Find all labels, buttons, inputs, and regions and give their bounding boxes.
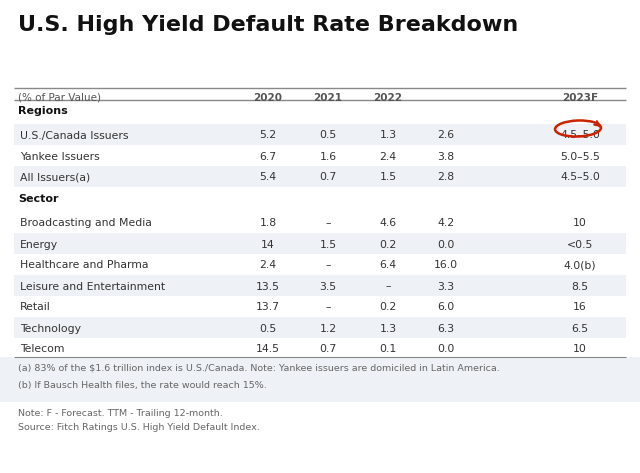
Text: Note: F - Forecast. TTM - Trailing 12-month.: Note: F - Forecast. TTM - Trailing 12-mo… [18,409,223,418]
Text: (b) If Bausch Health files, the rate would reach 15%.: (b) If Bausch Health files, the rate wou… [18,381,267,390]
Bar [14,275,626,296]
Text: 6.4: 6.4 [380,261,397,271]
Text: 3.5: 3.5 [319,281,337,291]
Text: <0.5: <0.5 [567,239,593,249]
Text: 8.5: 8.5 [572,281,589,291]
Bar [0,357,640,402]
Text: (a) 83% of the $1.6 trillion index is U.S./Canada. Note: Yankee issuers are domi: (a) 83% of the $1.6 trillion index is U.… [18,364,500,373]
Text: 0.0: 0.0 [437,239,454,249]
Text: Energy: Energy [20,239,58,249]
Text: Leisure and Entertainment: Leisure and Entertainment [20,281,165,291]
Text: 6.5: 6.5 [572,324,589,333]
Text: 0.7: 0.7 [319,344,337,354]
Text: 1.5: 1.5 [319,239,337,249]
Bar [14,233,626,254]
Text: 1.5: 1.5 [380,173,397,183]
Text: –: – [325,303,331,313]
Bar [14,166,626,187]
Text: –: – [325,219,331,228]
Text: 2022: 2022 [374,93,403,103]
Text: 4.0(b): 4.0(b) [564,261,596,271]
Text: 5.4: 5.4 [259,173,276,183]
Text: 10: 10 [573,219,587,228]
Text: (% of Par Value): (% of Par Value) [18,93,101,103]
Text: Source: Fitch Ratings U.S. High Yield Default Index.: Source: Fitch Ratings U.S. High Yield De… [18,423,260,432]
Text: 0.2: 0.2 [380,303,397,313]
Text: 2.6: 2.6 [437,131,454,140]
Text: 2.8: 2.8 [437,173,454,183]
Text: 0.5: 0.5 [259,324,276,333]
Text: 0.2: 0.2 [380,239,397,249]
Text: 0.7: 0.7 [319,173,337,183]
Text: 4.2: 4.2 [437,219,454,228]
Text: 10: 10 [573,344,587,354]
Text: 6.3: 6.3 [437,324,454,333]
Text: 6.0: 6.0 [437,303,454,313]
Text: –: – [385,281,391,291]
Text: 1.8: 1.8 [259,219,276,228]
Text: Yankee Issuers: Yankee Issuers [20,151,100,161]
Text: 14.5: 14.5 [256,344,280,354]
Text: 16.0: 16.0 [434,261,458,271]
Text: 5.0–5.5: 5.0–5.5 [560,151,600,161]
Text: 0.5: 0.5 [319,131,337,140]
Text: 5.2: 5.2 [259,131,276,140]
Text: Regions: Regions [18,106,68,116]
Text: 2021: 2021 [314,93,342,103]
Text: 16: 16 [573,303,587,313]
Text: 4.5–5.0: 4.5–5.0 [560,131,600,140]
Text: 0.0: 0.0 [437,344,454,354]
Text: 13.5: 13.5 [256,281,280,291]
Text: 2020: 2020 [253,93,282,103]
Text: 13.7: 13.7 [256,303,280,313]
Text: Sector: Sector [18,194,58,204]
Bar [14,124,626,145]
Text: 2.4: 2.4 [259,261,276,271]
Text: Healthcare and Pharma: Healthcare and Pharma [20,261,148,271]
Text: 1.3: 1.3 [380,131,397,140]
Text: 0.1: 0.1 [380,344,397,354]
Text: 4.5–5.0: 4.5–5.0 [560,173,600,183]
Text: 3.8: 3.8 [437,151,454,161]
Text: 1.2: 1.2 [319,324,337,333]
Text: U.S./Canada Issuers: U.S./Canada Issuers [20,131,129,140]
Text: Retail: Retail [20,303,51,313]
Text: 4.6: 4.6 [380,219,397,228]
Text: 14: 14 [261,239,275,249]
Text: U.S. High Yield Default Rate Breakdown: U.S. High Yield Default Rate Breakdown [18,15,518,35]
Text: Technology: Technology [20,324,81,333]
Text: 6.7: 6.7 [259,151,276,161]
Text: 1.3: 1.3 [380,324,397,333]
Text: 3.3: 3.3 [437,281,454,291]
Text: –: – [325,261,331,271]
Text: Broadcasting and Media: Broadcasting and Media [20,219,152,228]
Text: Telecom: Telecom [20,344,65,354]
Text: All Issuers(a): All Issuers(a) [20,173,90,183]
Text: 2.4: 2.4 [380,151,397,161]
Text: 1.6: 1.6 [319,151,337,161]
Text: 2023F: 2023F [562,93,598,103]
Bar [14,317,626,338]
